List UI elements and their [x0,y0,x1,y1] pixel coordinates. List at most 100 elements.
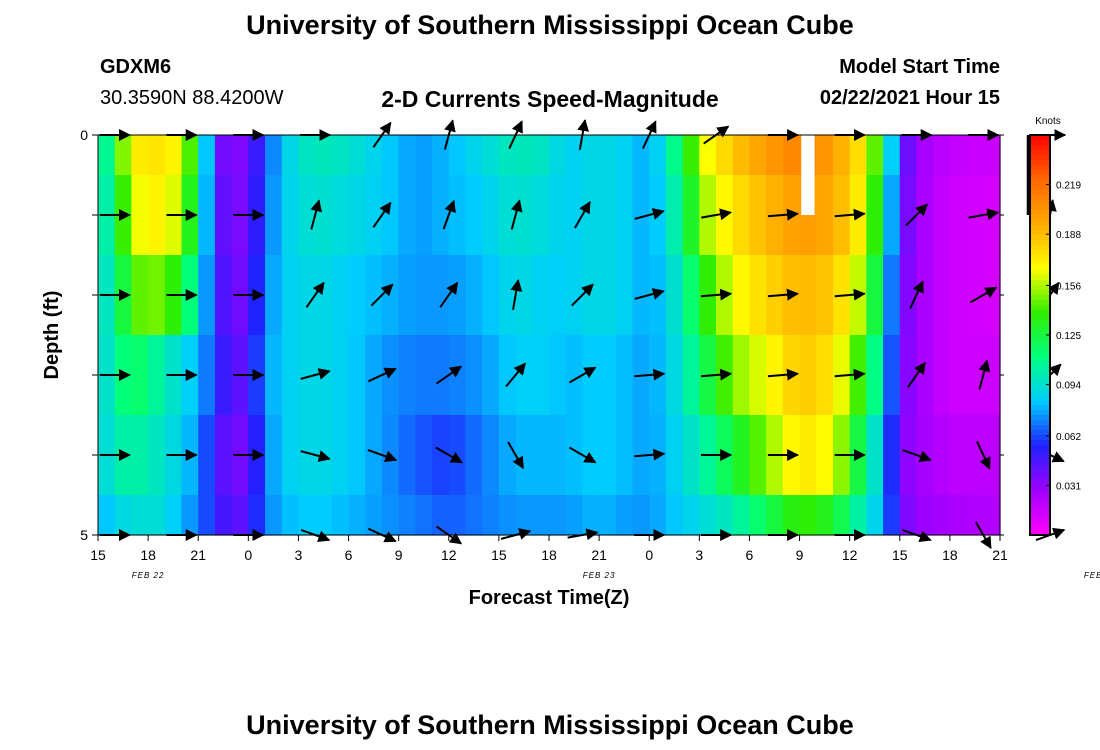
heatmap-cell [832,495,851,536]
current-vector [367,448,398,463]
heatmap-cell [599,135,617,176]
colorbar-swatch [1030,520,1050,526]
current-vector [907,361,926,388]
heatmap-cell [749,335,767,416]
current-vector [439,281,459,308]
colorbar-tick-label: 0.094 [1056,381,1081,392]
current-vector [568,366,597,384]
current-vector [701,368,733,381]
heatmap-cell [298,255,316,336]
heatmap-cell [532,135,550,176]
heatmap-cell [582,495,600,536]
current-vector [300,368,331,380]
colorbar-swatch [1030,470,1050,476]
colorbar-swatch [1030,315,1050,321]
heatmap-cell [682,135,700,176]
heatmap-cell [164,495,183,536]
heatmap-cell [198,135,216,176]
colorbar-swatch [1030,335,1050,341]
heatmap-cell [298,175,316,256]
colorbar-swatch [1030,175,1050,181]
heatmap-cell [933,175,951,256]
model-start-label: Model Start Time [839,56,1000,78]
colorbar-swatch [1030,420,1050,426]
heatmap-cell [799,335,817,416]
heatmap-cell [799,415,817,496]
heatmap-cell [699,135,717,176]
heatmap-cell [983,255,1001,336]
heatmap-cell [315,135,333,176]
heatmap-cell [532,335,550,416]
heatmap-cell [649,495,667,536]
heatmap-cell [632,255,650,336]
heatmap-cell [916,495,934,536]
heatmap-cell [448,335,467,416]
heatmap-cell [214,335,233,416]
current-vector [370,283,394,307]
colorbar-swatch [1030,390,1050,396]
heatmap-cell [732,255,751,336]
heatmap-cell [515,495,533,536]
heatmap-cell [415,255,433,336]
heatmap-cell [515,335,533,416]
heatmap-cell [933,335,951,416]
heatmap-cell [415,495,433,536]
colorbar-swatch [1030,215,1050,221]
y-axis-title: Depth (ft) [41,291,63,380]
heatmap-cell [198,415,216,496]
heatmap-cell [365,415,383,496]
current-vector [834,208,866,221]
heatmap-cell [615,415,634,496]
heatmap-cell [615,335,634,416]
colorbar-swatch [1030,385,1050,391]
heatmap-cell [949,255,968,336]
heatmap-cell [732,415,751,496]
heatmap-cell [181,495,199,536]
heatmap-cell [549,335,567,416]
colorbar-tick-label: 0.156 [1056,281,1081,292]
heatmap-cell [381,175,400,256]
heatmap-cell [782,135,801,176]
current-vector [634,288,665,300]
heatmap-cell [582,135,600,176]
heatmap-cell [248,495,266,536]
heatmap-cell [198,175,216,256]
x-tick-label: 12 [441,547,457,563]
heatmap-cell [281,175,300,256]
heatmap-cell [331,135,350,176]
heatmap-cell [883,335,901,416]
colorbar-swatch [1030,345,1050,351]
heatmap-cell [131,175,149,256]
heatmap-cell [849,495,867,536]
x-tick-label: 21 [992,547,1008,563]
heatmap-cell [482,135,500,176]
heatmap-cell [432,335,450,416]
colorbar-tick-label: 0.219 [1056,181,1081,192]
heatmap-cell [214,175,233,256]
x-tick-label: 0 [645,547,653,563]
heatmap-cell [148,415,166,496]
colorbar-swatch [1030,235,1050,241]
colorbar-swatch [1030,275,1050,281]
colorbar-swatch [1030,530,1050,536]
heatmap-cell [933,255,951,336]
colorbar-swatch [1030,160,1050,166]
current-vector [305,281,325,308]
colorbar-swatch [1030,270,1050,276]
colorbar-swatch [1030,245,1050,251]
x-tick-label: 18 [140,547,156,563]
colorbar-swatch [1030,495,1050,501]
colorbar-swatch [1030,195,1050,201]
heatmap-cell [365,175,383,256]
heatmap-cell [231,495,249,536]
heatmap-cell [866,495,884,536]
heatmap-cell [899,175,918,256]
heatmap-cell [949,495,968,536]
heatmap-cell [665,335,684,416]
heatmap-cell [381,335,400,416]
heatmap-cell [515,415,533,496]
colorbar-swatch [1030,340,1050,346]
x-axis-title: Forecast Time(Z) [469,587,630,609]
current-vector [568,446,597,464]
heatmap-cell [732,175,751,256]
